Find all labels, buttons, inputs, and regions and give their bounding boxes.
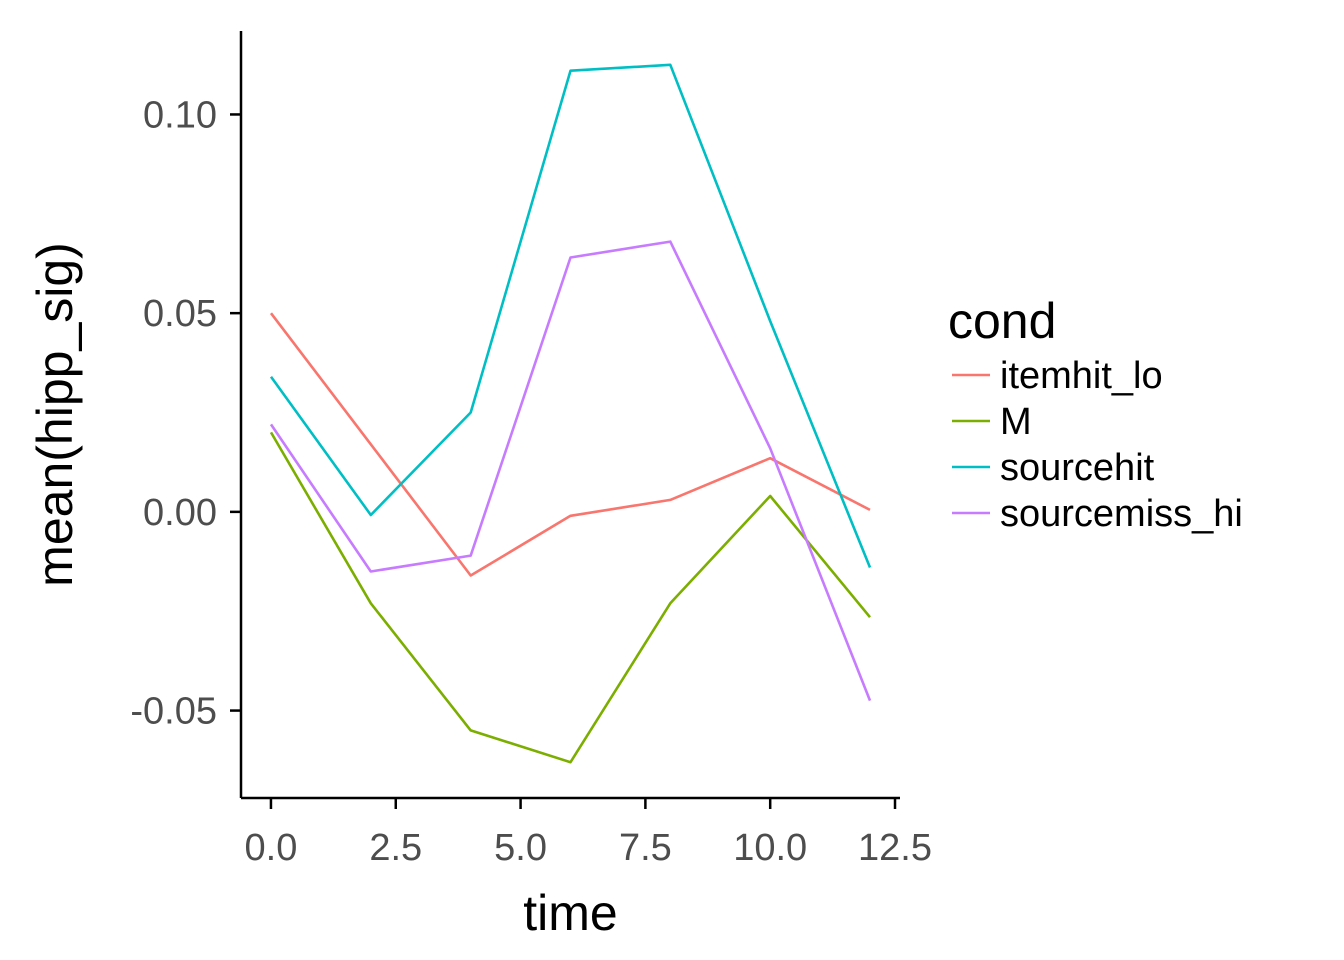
plot-lines xyxy=(269,63,872,764)
legend-label: sourcehit xyxy=(1000,447,1155,489)
legend-label: M xyxy=(1000,401,1032,443)
x-tick-label: 10.0 xyxy=(733,827,807,869)
series-line-sourcemiss_hi xyxy=(269,240,872,702)
series-line-M xyxy=(269,431,872,764)
x-axis-ticks: 0.0 2.5 5.0 7.5 10.0 12.5 xyxy=(245,798,932,869)
legend-label: sourcemiss_hi xyxy=(1000,493,1243,535)
y-axis-title: mean(hipp_sig) xyxy=(27,242,83,587)
series-line-sourcehit xyxy=(269,63,872,568)
y-tick-label: 0.00 xyxy=(143,492,217,534)
x-tick-label: 12.5 xyxy=(858,827,932,869)
y-tick-label: -0.05 xyxy=(130,691,217,733)
y-axis-ticks: -0.05 0.00 0.05 0.10 xyxy=(130,94,241,733)
x-tick-label: 0.0 xyxy=(245,827,298,869)
x-axis-title: time xyxy=(523,885,617,941)
legend-label: itemhit_lo xyxy=(1000,355,1163,397)
x-tick-label: 2.5 xyxy=(369,827,422,869)
x-tick-label: 5.0 xyxy=(494,827,547,869)
series-line-itemhit_lo xyxy=(269,312,871,577)
legend-title: cond xyxy=(948,293,1056,349)
y-tick-label: 0.05 xyxy=(143,293,217,335)
x-tick-label: 7.5 xyxy=(619,827,672,869)
y-tick-label: 0.10 xyxy=(143,94,217,136)
